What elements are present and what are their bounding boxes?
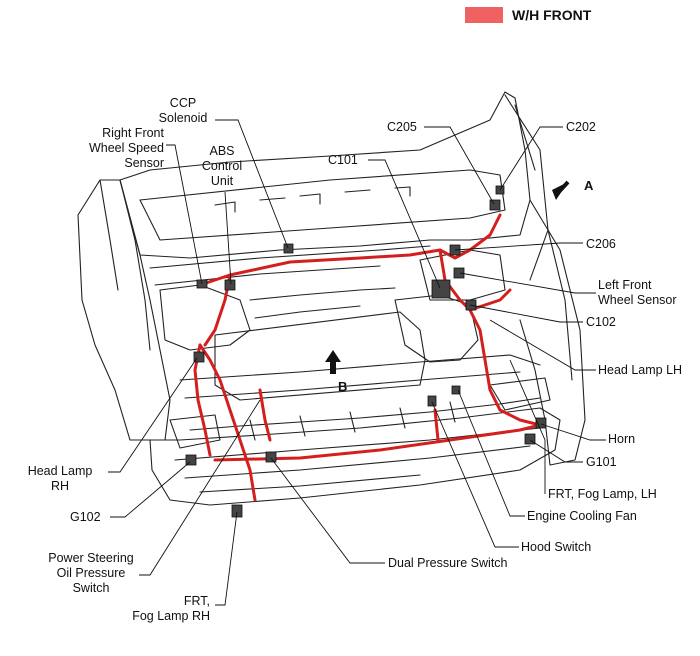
label-abs-control-unit: ABS Control Unit: [201, 144, 243, 188]
label-frt-fog-lamp-lh: FRT, Fog Lamp, LH: [548, 487, 657, 501]
label-left-front-wheel-sensor: Left Front Wheel Sensor: [598, 278, 677, 307]
connector-head-lamp-rh: [193, 351, 205, 363]
label-head-lamp-lh: Head Lamp LH: [598, 363, 683, 377]
label-frt-fog-lamp-rh: FRT, Fog Lamp RH: [132, 594, 210, 623]
label-g101: G101: [586, 455, 617, 469]
label-hood-switch: Hood Switch: [521, 540, 592, 554]
wire-harness: [193, 213, 542, 502]
left-head-lamp-shape: [489, 377, 551, 411]
bumper-outline: [149, 407, 561, 506]
label-head-lamp-rh: Head Lamp RH: [27, 464, 93, 493]
left-fender: [77, 179, 171, 441]
connector-c205: [489, 199, 501, 211]
label-ccp-solenoid: CCP Solenoid: [158, 96, 208, 125]
view-label-b: B: [338, 379, 348, 394]
label-c206: C206: [586, 237, 616, 251]
connector-ccp: [283, 243, 294, 254]
leader-lines: [108, 119, 606, 606]
right-fender: [519, 199, 586, 466]
legend-swatch: [465, 7, 503, 23]
engine-bay-opening: [214, 311, 426, 401]
connector-engine-cooling-fan: [427, 395, 437, 407]
view-arrow-b: [325, 350, 341, 374]
connectors: [185, 185, 547, 518]
connector-dual-pressure: [265, 451, 277, 463]
connector-abs: [224, 279, 236, 291]
label-c205: C205: [387, 120, 417, 134]
connector-fog-lamp-rh: [231, 504, 243, 518]
label-engine-cooling-fan: Engine Cooling Fan: [527, 509, 637, 523]
label-power-steering-oil-pressure-switch: Power Steering Oil Pressure Switch: [48, 551, 134, 595]
label-right-front-wheel-speed-sensor: Right Front Wheel Speed Sensor: [88, 126, 164, 170]
label-horn: Horn: [608, 432, 636, 446]
connector-horn: [535, 417, 547, 429]
view-arrow-a: [552, 180, 570, 200]
connector-g101: [524, 433, 536, 445]
connector-c101: [431, 279, 451, 299]
label-c202: C202: [566, 120, 596, 134]
connector-g102: [185, 454, 197, 466]
connector-lf-wheel-sensor: [453, 267, 465, 279]
label-c102: C102: [586, 315, 616, 329]
label-g102: G102: [70, 510, 101, 524]
view-label-a: A: [584, 178, 594, 193]
legend-label: W/H FRONT: [512, 7, 592, 23]
label-dual-pressure-switch: Dual Pressure Switch: [388, 556, 508, 570]
connector-hood-switch: [451, 385, 461, 395]
label-c101: C101: [328, 153, 358, 167]
right-head-lamp-shape: [169, 414, 221, 449]
hood-outline: [119, 91, 531, 259]
